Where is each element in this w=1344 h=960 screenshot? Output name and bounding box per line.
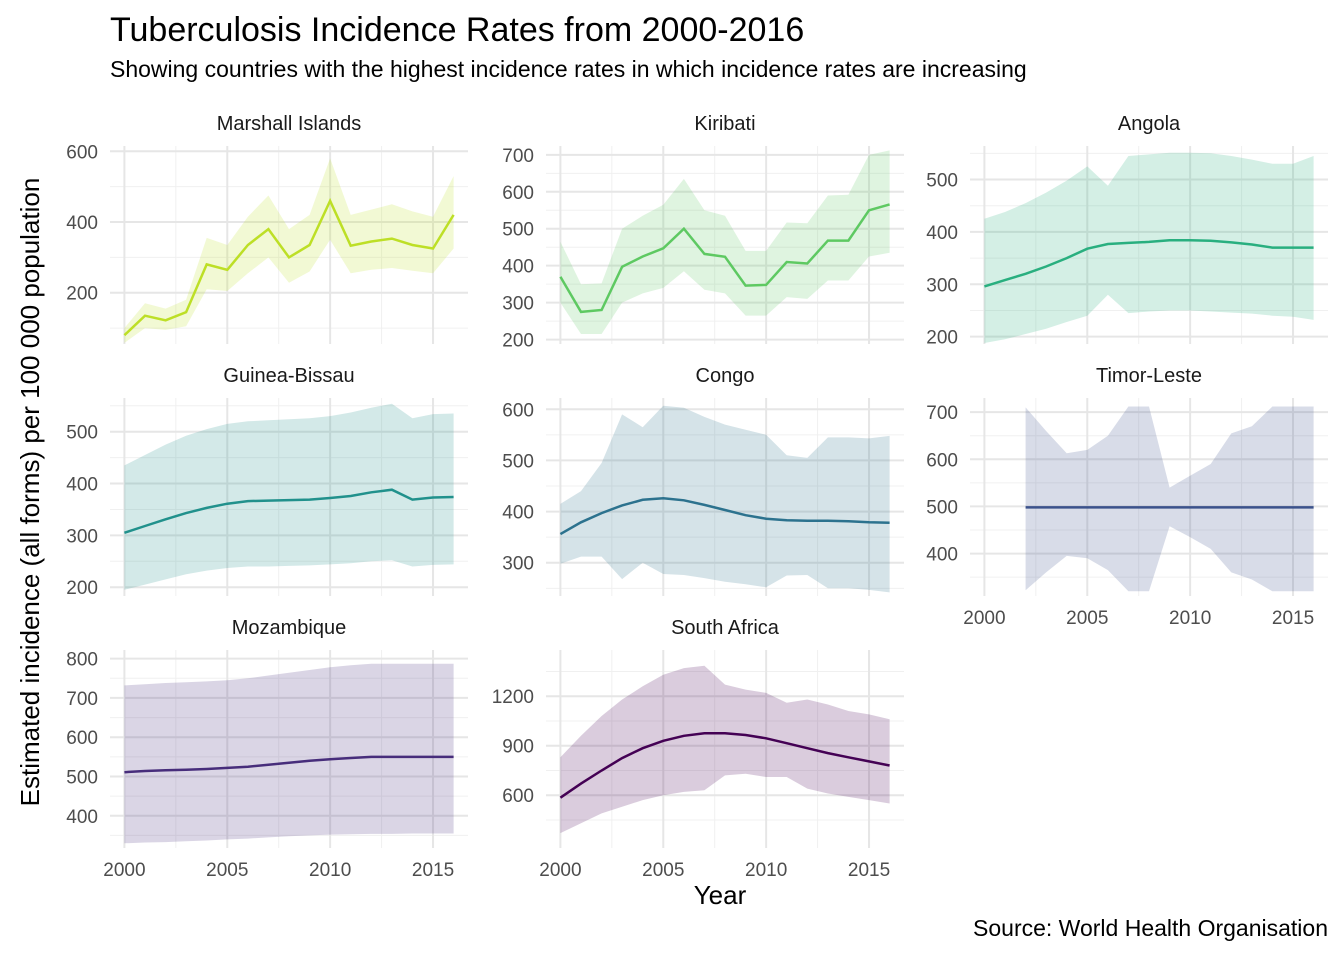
y-tick-label: 200 (502, 331, 534, 352)
y-tick-label: 600 (66, 142, 98, 163)
series-line (559, 732, 890, 799)
x-tick-label: 2005 (1066, 608, 1108, 629)
y-tick-label: 600 (66, 728, 98, 749)
facet-panel: Angola 200 300 400 500 (926, 113, 1328, 349)
y-tick-label: 200 (66, 284, 98, 305)
facet-title: South Africa (671, 617, 780, 639)
confidence-ribbon (560, 150, 890, 334)
confidence-ribbon (1025, 406, 1314, 592)
series-line (559, 497, 890, 536)
series-line (124, 755, 454, 774)
facet-title: Congo (696, 365, 755, 387)
y-tick-label: 500 (66, 423, 98, 444)
y-tick-label: 400 (502, 503, 534, 524)
x-tick-label: 2000 (539, 860, 581, 881)
chart-title: Tuberculosis Incidence Rates from 2000-2… (110, 11, 805, 49)
x-tick-label: 2015 (412, 860, 454, 881)
x-axis-label: Year (693, 880, 747, 910)
y-tick-label: 600 (502, 786, 534, 807)
y-tick-label: 500 (502, 451, 534, 472)
y-tick-label: 600 (926, 450, 958, 471)
y-tick-label: 700 (926, 403, 958, 424)
facet-panel: Mozambique 400 500 600 700 800 2000 2005 2010 201… (66, 617, 468, 881)
series-line (124, 488, 454, 534)
facet-title: Kiribati (694, 113, 755, 135)
y-tick-label: 900 (502, 737, 534, 758)
y-axis-label: Estimated incidence (all forms) per 100 … (15, 177, 45, 807)
facet-title: Marshall Islands (217, 113, 362, 135)
x-tick-label: 2010 (1169, 608, 1211, 629)
y-tick-label: 400 (66, 475, 98, 496)
y-tick-label: 400 (926, 545, 958, 566)
x-tick-label: 2010 (309, 860, 351, 881)
facet-panel: Marshall Islands 200 400 600 (66, 113, 468, 344)
confidence-ribbon (560, 405, 890, 593)
x-tick-label: 2000 (963, 608, 1005, 629)
series-line (559, 203, 890, 314)
y-tick-label: 700 (502, 146, 534, 167)
facet-panel: Congo 300 400 500 600 (502, 365, 904, 596)
series-line (984, 239, 1314, 288)
y-tick-label: 200 (66, 578, 98, 599)
y-tick-label: 500 (502, 220, 534, 241)
confidence-ribbon (124, 663, 454, 844)
y-tick-label: 400 (926, 223, 958, 244)
confidence-ribbon (124, 403, 454, 590)
y-tick-label: 400 (502, 257, 534, 278)
confidence-ribbon (124, 158, 454, 343)
facet-panel: Kiribati 200 300 400 500 600 700 (502, 113, 904, 352)
y-tick-label: 1200 (492, 687, 534, 708)
facet-panel: Timor-Leste 400 500 600 700 2000 2005 2010 2015 (926, 365, 1328, 629)
y-tick-label: 700 (66, 689, 98, 710)
confidence-ribbon (560, 665, 890, 834)
y-tick-label: 400 (66, 213, 98, 234)
y-tick-label: 800 (66, 650, 98, 671)
x-tick-label: 2000 (103, 860, 145, 881)
y-tick-label: 300 (502, 554, 534, 575)
y-tick-label: 300 (926, 275, 958, 296)
confidence-ribbon (984, 152, 1314, 343)
x-tick-label: 2005 (642, 860, 684, 881)
y-tick-label: 600 (502, 183, 534, 204)
y-tick-label: 500 (926, 497, 958, 518)
y-tick-label: 600 (502, 400, 534, 421)
facet-panel: South Africa 600 900 1200 2000 2005 2010 2015 (492, 617, 904, 881)
x-tick-label: 2010 (745, 860, 787, 881)
y-tick-label: 200 (926, 328, 958, 349)
source-caption: Source: World Health Organisation (973, 915, 1328, 941)
y-tick-label: 400 (66, 807, 98, 828)
y-tick-label: 300 (66, 526, 98, 547)
facet-title: Mozambique (232, 617, 347, 639)
facet-title: Angola (1118, 113, 1181, 135)
facet-title: Timor-Leste (1096, 365, 1202, 387)
y-tick-label: 300 (502, 294, 534, 315)
y-tick-label: 500 (66, 768, 98, 789)
chart-subtitle: Showing countries with the highest incid… (110, 56, 1027, 82)
x-tick-label: 2015 (1272, 608, 1314, 629)
facet-panel: Guinea-Bissau 200 300 400 500 (66, 365, 468, 599)
x-tick-label: 2005 (206, 860, 248, 881)
series-line (123, 197, 455, 337)
y-tick-label: 500 (926, 171, 958, 192)
x-tick-label: 2015 (848, 860, 890, 881)
facet-title: Guinea-Bissau (223, 365, 354, 387)
